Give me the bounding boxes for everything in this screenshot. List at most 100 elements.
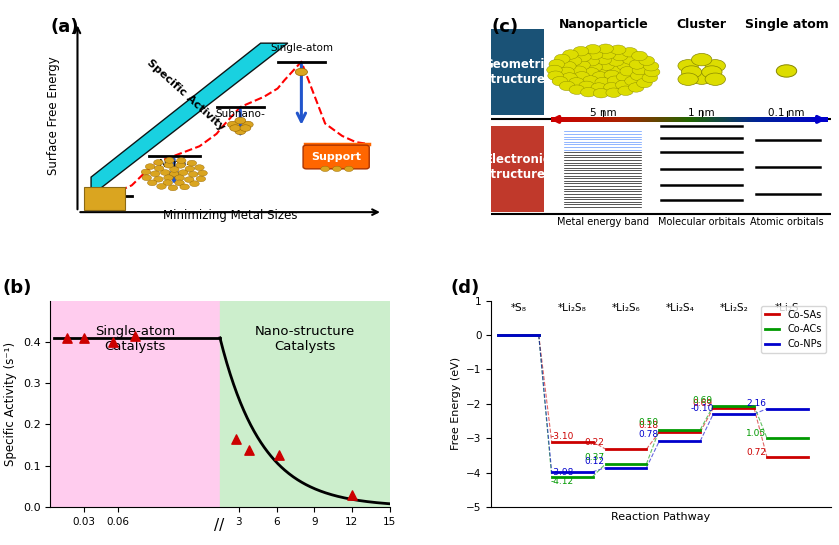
Circle shape <box>600 50 616 59</box>
Circle shape <box>701 66 722 78</box>
Circle shape <box>587 62 602 72</box>
Circle shape <box>154 166 164 171</box>
X-axis label: Reaction Pathway: Reaction Pathway <box>612 512 711 523</box>
Circle shape <box>574 71 590 81</box>
Circle shape <box>617 61 633 70</box>
Circle shape <box>562 72 577 82</box>
Circle shape <box>332 166 341 172</box>
Circle shape <box>705 59 726 72</box>
Circle shape <box>190 181 200 186</box>
Circle shape <box>569 85 585 94</box>
Circle shape <box>583 76 598 85</box>
Text: Single atom: Single atom <box>745 19 828 32</box>
Circle shape <box>625 76 640 86</box>
Text: Single-atom
Catalysts: Single-atom Catalysts <box>95 325 175 354</box>
Text: 0.37: 0.37 <box>585 453 605 462</box>
Circle shape <box>620 66 635 76</box>
Text: -0.10: -0.10 <box>690 404 714 413</box>
Circle shape <box>691 72 711 84</box>
FancyBboxPatch shape <box>303 145 369 169</box>
Text: 0.22: 0.22 <box>585 438 605 447</box>
Text: Atomic orbitals: Atomic orbitals <box>750 217 823 227</box>
Circle shape <box>678 59 698 72</box>
Circle shape <box>148 180 157 186</box>
Circle shape <box>175 180 185 186</box>
Circle shape <box>559 67 575 76</box>
Circle shape <box>629 60 645 69</box>
Circle shape <box>549 59 565 69</box>
Circle shape <box>623 55 638 64</box>
Circle shape <box>617 72 632 82</box>
Circle shape <box>176 158 186 164</box>
Circle shape <box>547 65 562 75</box>
Circle shape <box>157 184 166 189</box>
Point <box>77 334 91 342</box>
Circle shape <box>163 180 173 186</box>
Text: Electronic
Structures: Electronic Structures <box>482 153 553 181</box>
Circle shape <box>584 57 599 66</box>
Circle shape <box>612 51 628 61</box>
Circle shape <box>639 56 654 65</box>
Text: Minimizing Metal Sizes: Minimizing Metal Sizes <box>163 209 297 222</box>
Point <box>106 337 119 346</box>
Text: Single-atom: Single-atom <box>270 44 333 53</box>
Circle shape <box>176 162 185 168</box>
Circle shape <box>575 60 591 70</box>
Bar <box>220 301 389 507</box>
Bar <box>50 301 220 507</box>
Circle shape <box>596 55 612 64</box>
Circle shape <box>164 175 173 180</box>
Circle shape <box>227 121 238 128</box>
Circle shape <box>150 171 160 177</box>
Circle shape <box>576 52 591 62</box>
Text: Bulk: Bulk <box>98 198 121 208</box>
Circle shape <box>189 171 198 177</box>
Circle shape <box>154 160 163 165</box>
Text: *S₈: *S₈ <box>510 303 526 313</box>
Circle shape <box>169 171 179 177</box>
Circle shape <box>563 50 578 59</box>
FancyBboxPatch shape <box>492 125 544 212</box>
Circle shape <box>142 175 152 180</box>
Point <box>345 491 358 500</box>
Text: Molecular orbitals: Molecular orbitals <box>658 217 745 227</box>
Circle shape <box>616 80 631 90</box>
Text: 2.16: 2.16 <box>747 399 766 408</box>
Text: *Li₂S₆: *Li₂S₆ <box>612 303 640 313</box>
Circle shape <box>584 68 599 77</box>
FancyBboxPatch shape <box>84 187 125 210</box>
Circle shape <box>681 66 701 78</box>
Polygon shape <box>91 43 288 196</box>
Circle shape <box>592 71 607 81</box>
Text: 0.72: 0.72 <box>747 447 766 457</box>
Point <box>230 434 243 443</box>
Text: Nano-: Nano- <box>159 159 190 169</box>
Circle shape <box>235 117 246 124</box>
Y-axis label: Specific Activity (s⁻¹): Specific Activity (s⁻¹) <box>4 342 18 466</box>
Circle shape <box>555 54 570 64</box>
Y-axis label: Free Energy (eV): Free Energy (eV) <box>451 357 461 450</box>
Circle shape <box>642 73 658 82</box>
Circle shape <box>187 160 196 166</box>
Circle shape <box>164 158 175 164</box>
Text: *Li₂S₂: *Li₂S₂ <box>719 303 748 313</box>
Circle shape <box>618 86 633 95</box>
Text: Cluster: Cluster <box>677 19 727 32</box>
Circle shape <box>599 61 614 70</box>
Circle shape <box>705 73 726 86</box>
Circle shape <box>596 66 611 76</box>
Circle shape <box>637 78 652 88</box>
Text: //: // <box>214 518 224 533</box>
Circle shape <box>644 67 660 77</box>
Text: -3.10: -3.10 <box>550 432 574 441</box>
Circle shape <box>607 65 623 74</box>
Circle shape <box>175 175 185 181</box>
Circle shape <box>644 62 659 71</box>
Circle shape <box>607 76 623 86</box>
Circle shape <box>230 125 241 131</box>
Text: (d): (d) <box>451 278 480 296</box>
Text: Support: Support <box>311 152 362 162</box>
Circle shape <box>632 65 648 75</box>
Circle shape <box>569 77 584 87</box>
Circle shape <box>164 162 174 168</box>
